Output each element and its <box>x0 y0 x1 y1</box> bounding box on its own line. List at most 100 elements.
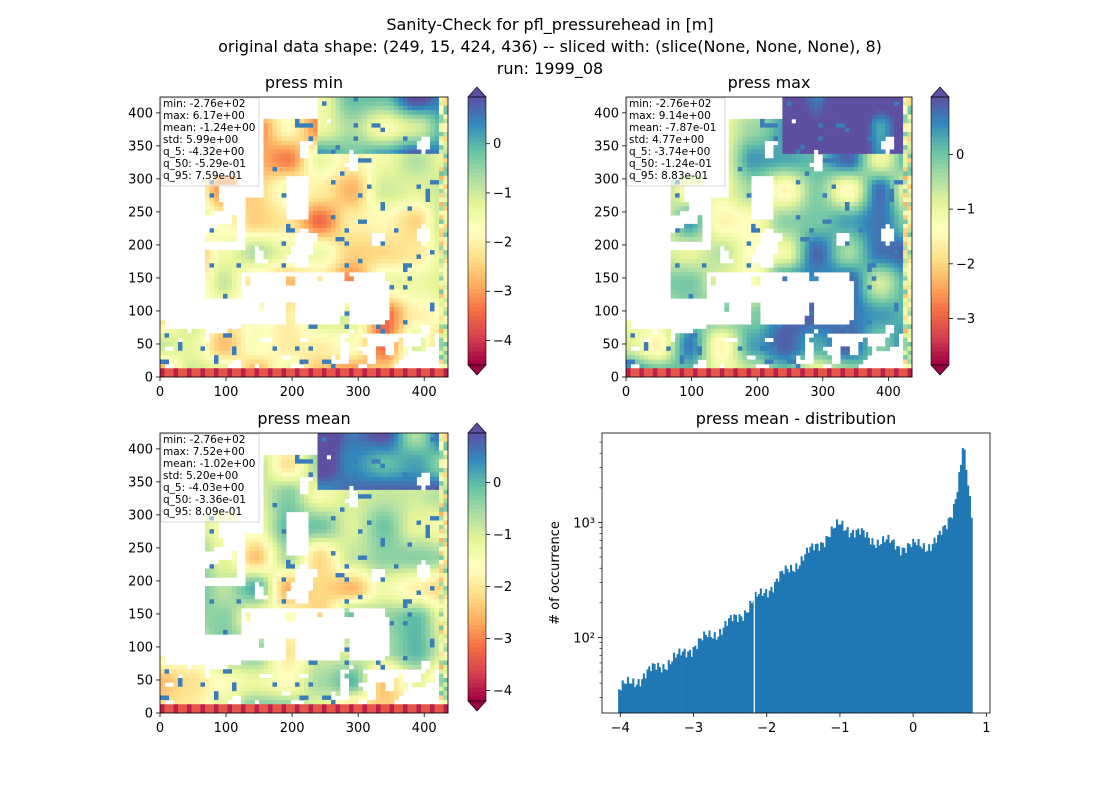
heatmap-cell <box>340 180 345 185</box>
heatmap-cell <box>675 337 681 343</box>
heatmap-cell <box>715 197 721 203</box>
heatmap-cell <box>858 232 864 238</box>
heatmap-cell <box>800 184 806 190</box>
heatmap-cell <box>626 372 631 378</box>
heatmap-cell <box>349 254 354 260</box>
heatmap-cell <box>733 328 739 334</box>
heatmap-cell <box>782 250 788 255</box>
heatmap-cell <box>304 372 309 378</box>
heatmap-cell <box>724 359 730 365</box>
heatmap-cell <box>353 228 359 234</box>
heatmap-cell <box>769 342 774 347</box>
heatmap-cell <box>398 237 404 242</box>
heatmap-cell <box>728 153 734 159</box>
heatmap-cell <box>443 140 449 146</box>
heatmap-cell <box>862 132 868 137</box>
heatmap-cell <box>688 228 694 234</box>
heatmap-cell <box>818 342 824 347</box>
heatmap-cell <box>389 188 395 194</box>
heatmap-cell <box>398 97 404 102</box>
heatmap-cell <box>903 105 908 111</box>
heatmap-cell <box>746 162 752 168</box>
heatmap-cell <box>254 346 260 352</box>
heatmap-cell <box>894 193 899 199</box>
heatmap-cell <box>719 197 725 203</box>
heatmap-cell <box>822 263 828 269</box>
heatmap-cell <box>858 280 864 286</box>
heatmap-cell <box>407 118 413 124</box>
heatmap-cell <box>394 272 399 277</box>
heatmap-cell <box>818 346 824 352</box>
heatmap-cell <box>250 197 255 203</box>
heatmap-cell <box>412 149 417 155</box>
heatmap-cell <box>187 333 192 339</box>
heatmap-cell <box>272 328 278 334</box>
heatmap-cell <box>804 114 810 120</box>
heatmap-cell <box>813 145 819 150</box>
heatmap-cell <box>263 127 269 133</box>
heatmap-cell <box>791 237 797 242</box>
heatmap-cell <box>367 162 372 168</box>
heatmap-cell <box>867 324 873 330</box>
heatmap-cell <box>344 158 350 164</box>
heatmap-cell <box>232 280 237 286</box>
heatmap-cell <box>358 210 363 216</box>
heatmap-cell <box>326 114 332 120</box>
heatmap-cell <box>304 363 309 369</box>
heatmap-cell <box>443 123 449 129</box>
heatmap-cell <box>898 272 904 277</box>
heatmap-cell <box>786 180 792 185</box>
heatmap-cell <box>398 202 404 207</box>
heatmap-cell <box>822 127 828 133</box>
heatmap-cell <box>403 280 408 286</box>
heatmap-cell <box>398 105 404 111</box>
heatmap-cell <box>849 363 855 369</box>
heatmap-cell <box>277 171 282 177</box>
heatmap-cell <box>903 363 908 369</box>
heatmap-cell <box>804 175 810 181</box>
heatmap-cell <box>666 346 672 352</box>
heatmap-cell <box>701 285 707 290</box>
heatmap-cell <box>701 254 707 260</box>
heatmap-cell <box>903 145 908 150</box>
heatmap-cell <box>791 140 797 146</box>
heatmap-cell <box>308 136 314 142</box>
heatmap-cell <box>196 342 201 347</box>
heatmap-cell <box>241 372 246 378</box>
heatmap-cell <box>421 162 426 168</box>
heatmap-cell <box>430 175 435 181</box>
heatmap-cell <box>697 293 703 299</box>
heatmap-cell <box>804 101 810 107</box>
heatmap-cell <box>742 355 748 360</box>
heatmap-cell <box>326 363 332 369</box>
colorbar-extend-top <box>467 86 487 98</box>
heatmap-cell <box>358 202 363 207</box>
heatmap-cell <box>196 359 201 365</box>
heatmap-cell <box>353 359 359 365</box>
heatmap-cell <box>715 245 721 251</box>
heatmap-cell <box>232 342 237 347</box>
heatmap-cell <box>371 110 377 115</box>
heatmap-cell <box>326 342 332 347</box>
heatmap-cell <box>809 206 815 212</box>
heatmap-cell <box>331 324 336 330</box>
heatmap-cell <box>626 320 631 325</box>
heatmap-cell <box>880 127 886 133</box>
heatmap-cell <box>376 263 381 269</box>
heatmap-cell <box>822 350 828 356</box>
heatmap-cell <box>675 210 681 216</box>
heatmap-cell <box>813 355 819 360</box>
heatmap-cell <box>701 333 707 339</box>
heatmap-cell <box>398 118 404 124</box>
heatmap-cell <box>367 215 372 220</box>
heatmap-cell <box>867 202 873 207</box>
heatmap-cell <box>760 342 765 347</box>
heatmap-cell <box>751 320 756 325</box>
heatmap-cell <box>434 215 440 220</box>
heatmap-cell <box>876 101 882 107</box>
heatmap-cell <box>430 136 435 142</box>
heatmap-cell <box>831 136 837 142</box>
heatmap-cell <box>742 232 748 238</box>
heatmap-cell <box>818 118 824 124</box>
heatmap-cell <box>335 228 341 234</box>
